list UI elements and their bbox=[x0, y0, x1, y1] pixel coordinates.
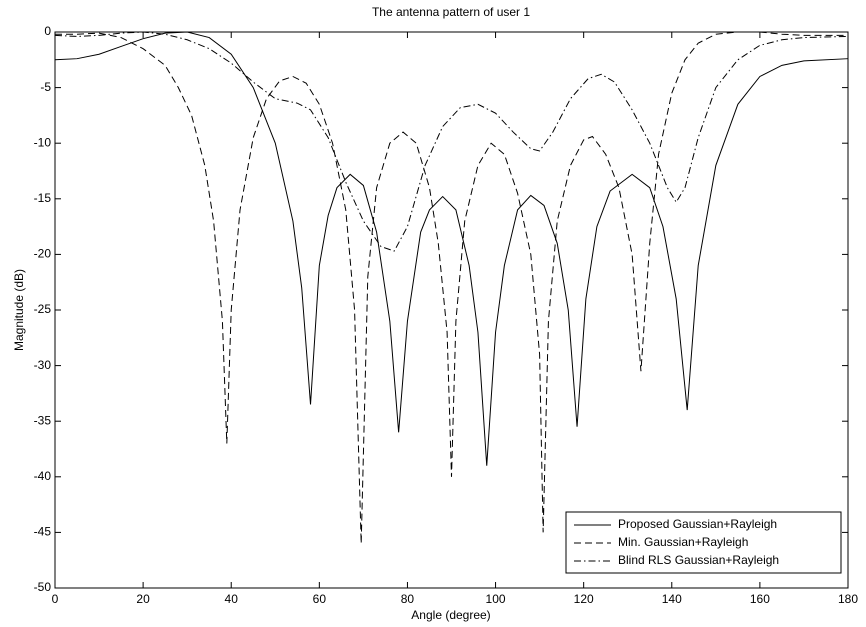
x-tick-label: 40 bbox=[225, 592, 239, 606]
x-tick-label: 180 bbox=[838, 592, 858, 606]
legend-box bbox=[565, 511, 842, 574]
legend-label: Min. Gaussian+Rayleigh bbox=[618, 535, 748, 549]
x-tick-label: 0 bbox=[52, 592, 59, 606]
series-line bbox=[55, 31, 848, 544]
legend-label: Blind RLS Gaussian+Rayleigh bbox=[618, 553, 779, 567]
series-line bbox=[54, 31, 849, 466]
y-tick-label: -45 bbox=[34, 525, 52, 539]
y-tick-label: -25 bbox=[34, 302, 52, 316]
y-tick-label: -20 bbox=[34, 247, 52, 261]
y-tick-label: -40 bbox=[34, 469, 52, 483]
x-tick-label: 20 bbox=[136, 592, 150, 606]
y-tick-label: -35 bbox=[34, 413, 52, 427]
y-axis-label: Magnitude (dB) bbox=[12, 269, 26, 351]
x-tick-label: 160 bbox=[750, 592, 770, 606]
y-tick-label: 0 bbox=[44, 24, 51, 38]
x-tick-label: 120 bbox=[574, 592, 594, 606]
x-tick-label: 100 bbox=[486, 592, 506, 606]
x-axis-label: Angle (degree) bbox=[411, 608, 490, 622]
y-tick-label: -15 bbox=[34, 191, 52, 205]
chart-title: The antenna pattern of user 1 bbox=[372, 5, 530, 19]
legend-label: Proposed Gaussian+Rayleigh bbox=[618, 517, 777, 531]
y-tick-label: -10 bbox=[34, 135, 52, 149]
plot-frame bbox=[54, 31, 849, 589]
x-tick-label: 80 bbox=[401, 592, 415, 606]
series-line bbox=[54, 31, 849, 252]
y-tick-label: -5 bbox=[40, 80, 51, 94]
y-tick-label: -30 bbox=[34, 358, 52, 372]
y-tick-label: -50 bbox=[34, 580, 52, 594]
x-tick-label: 60 bbox=[313, 592, 327, 606]
x-tick-label: 140 bbox=[662, 592, 682, 606]
